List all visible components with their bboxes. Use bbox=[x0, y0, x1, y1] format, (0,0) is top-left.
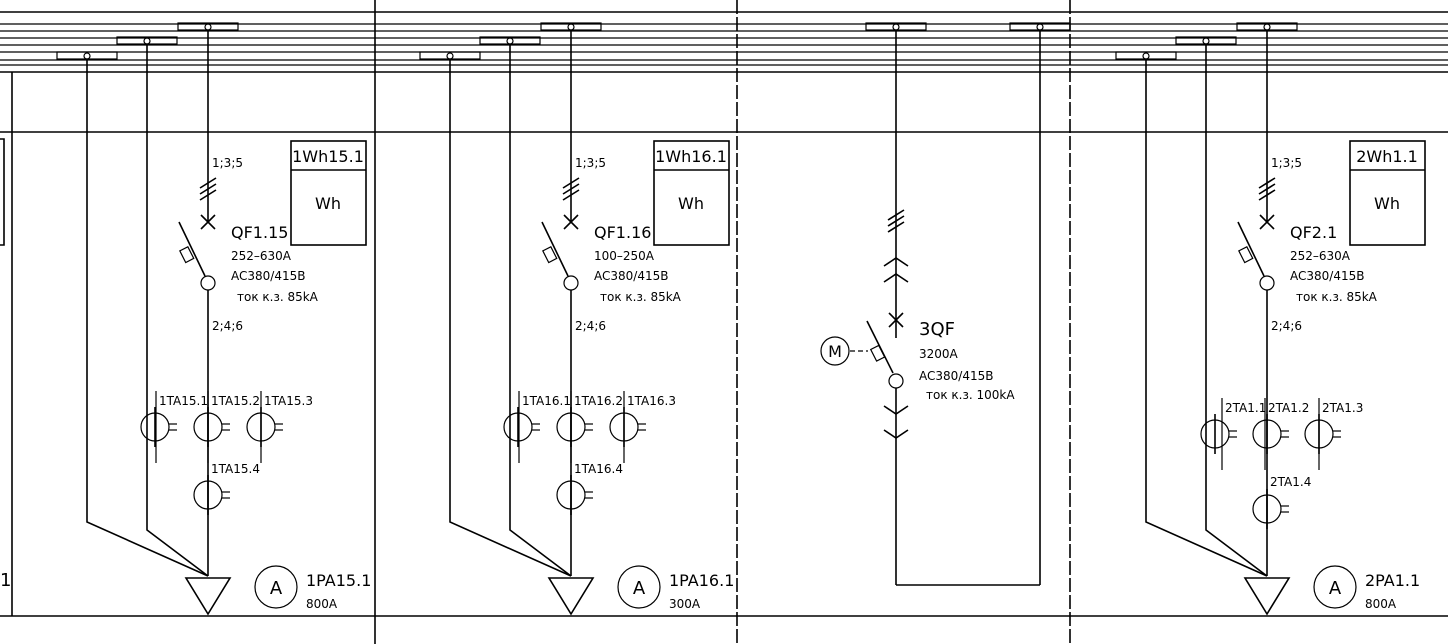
load-triangle bbox=[186, 578, 230, 614]
ct-label: 2TA1.3 bbox=[1322, 401, 1363, 415]
ammeter-scale: 800A bbox=[1365, 597, 1397, 611]
pins-out-label: 2;4;6 bbox=[212, 319, 243, 333]
ammeter-symbol: A bbox=[633, 578, 646, 599]
breaker-short-circuit: ток к.з. 85kA bbox=[600, 290, 682, 304]
feeder-panel: 1;3;5 2;4;6 QF2.1 252–630A AC380/415B ток к.з… bbox=[1116, 23, 1425, 614]
breaker-rating: 3200A bbox=[919, 347, 959, 361]
pins-in-label: 1;3;5 bbox=[1271, 156, 1302, 170]
breaker-rating: 252–630A bbox=[1290, 249, 1351, 263]
ct-label: 1TA16.1 bbox=[522, 394, 571, 408]
breaker-tag: 3QF bbox=[919, 319, 955, 340]
ammeter-tag: 1PA16.1 bbox=[669, 571, 734, 590]
ammeter-symbol: A bbox=[270, 578, 283, 599]
breaker-voltage: AC380/415B bbox=[231, 269, 305, 283]
left-edge-fragment: 1 bbox=[0, 139, 11, 591]
ct-label: 1TA16.3 bbox=[627, 394, 676, 408]
breaker-short-circuit: ток к.з. 85kA bbox=[1296, 290, 1378, 304]
pins-out-label: 2;4;6 bbox=[1271, 319, 1302, 333]
ct-label: 1TA16.4 bbox=[574, 462, 623, 476]
svg-text:M: M bbox=[828, 342, 842, 361]
meter-symbol: Wh bbox=[1374, 194, 1400, 213]
ammeter-scale: 300A bbox=[669, 597, 701, 611]
breaker-tag: QF1.16 bbox=[594, 223, 651, 242]
ct-label: 2TA1.4 bbox=[1270, 475, 1311, 489]
breaker-contact bbox=[564, 276, 578, 290]
meter-symbol: Wh bbox=[315, 194, 341, 213]
feeder-panel: 1;3;5 2;4;6 QF1.16 100–250A AC380/415B ток к.… bbox=[420, 23, 734, 614]
ammeter-scale: 800A bbox=[306, 597, 338, 611]
breaker-tag: QF1.15 bbox=[231, 223, 288, 242]
breaker-voltage: AC380/415B bbox=[1290, 269, 1364, 283]
ammeter-tag: 1PA15.1 bbox=[306, 571, 371, 590]
ammeter-symbol: A bbox=[1329, 578, 1342, 599]
breaker-short-circuit: ток к.з. 85kA bbox=[237, 290, 319, 304]
load-triangle bbox=[1245, 578, 1289, 614]
ct-label: 1TA15.4 bbox=[211, 462, 260, 476]
breaker-contact bbox=[201, 276, 215, 290]
ct-label: 1TA15.3 bbox=[264, 394, 313, 408]
breaker-voltage: AC380/415B bbox=[594, 269, 668, 283]
breaker-contact bbox=[1260, 276, 1274, 290]
pins-in-label: 1;3;5 bbox=[575, 156, 606, 170]
meter-tag: 1Wh16.1 bbox=[655, 147, 727, 166]
pins-out-label: 2;4;6 bbox=[575, 319, 606, 333]
breaker-voltage: AC380/415B bbox=[919, 369, 993, 383]
ct-label: 2TA1.2 bbox=[1268, 401, 1309, 415]
breaker-short-circuit: ток к.з. 100kA bbox=[926, 388, 1015, 402]
meter-symbol: Wh bbox=[678, 194, 704, 213]
feeders: 1;3;5 2;4;6 QF1.15 252–630A AC380/415B ток к.… bbox=[57, 23, 1425, 614]
ct-label: 2TA1.1 bbox=[1225, 401, 1266, 415]
ct-label: 1TA16.2 bbox=[574, 394, 623, 408]
edge-fragment-label: 1 bbox=[0, 570, 11, 591]
feeder-panel: 1;3;5 2;4;6 QF1.15 252–630A AC380/415B ток к.… bbox=[57, 23, 371, 614]
meter-tag: 2Wh1.1 bbox=[1356, 147, 1418, 166]
meter-tag: 1Wh15.1 bbox=[292, 147, 364, 166]
breaker-tag: QF2.1 bbox=[1290, 223, 1337, 242]
tie-breaker-3qf: M 3QF 3200A AC380/415B ток к.з. 100kA bbox=[821, 23, 1070, 585]
breaker-rating: 100–250A bbox=[594, 249, 655, 263]
breaker-rating: 252–630A bbox=[231, 249, 292, 263]
ammeter-tag: 2PA1.1 bbox=[1365, 571, 1420, 590]
ct-label: 1TA15.1 bbox=[159, 394, 208, 408]
pins-in-label: 1;3;5 bbox=[212, 156, 243, 170]
load-triangle bbox=[549, 578, 593, 614]
ct-label: 1TA15.2 bbox=[211, 394, 260, 408]
